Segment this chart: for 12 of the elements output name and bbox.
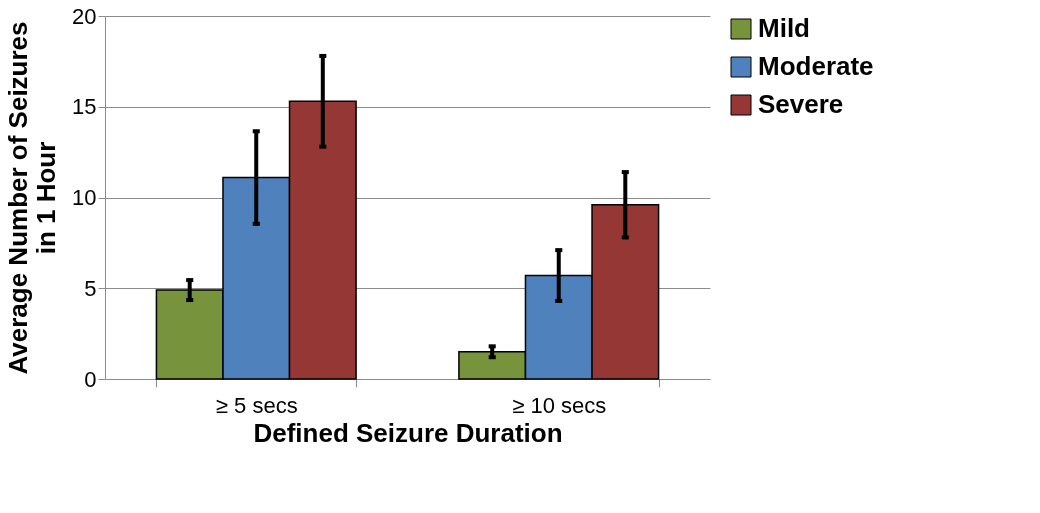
x-tick-label: ≥ 10 secs [512,392,607,418]
legend-label: Moderate [758,51,874,81]
x-tick-label: ≥ 5 secs [215,392,298,418]
x-axis-title: Defined Seizure Duration [253,417,563,448]
y-tick-label: 15 [72,94,97,120]
legend-label: Severe [758,89,844,119]
legend-label: Mild [758,13,810,43]
y-axis-title: Average Number of Seizures in 1 Hour [3,21,62,375]
y-tick-label: 5 [84,275,97,301]
y-tick-label: 10 [72,185,97,210]
y-tick-label: 0 [84,366,97,392]
y-tick-label: 20 [72,3,97,29]
